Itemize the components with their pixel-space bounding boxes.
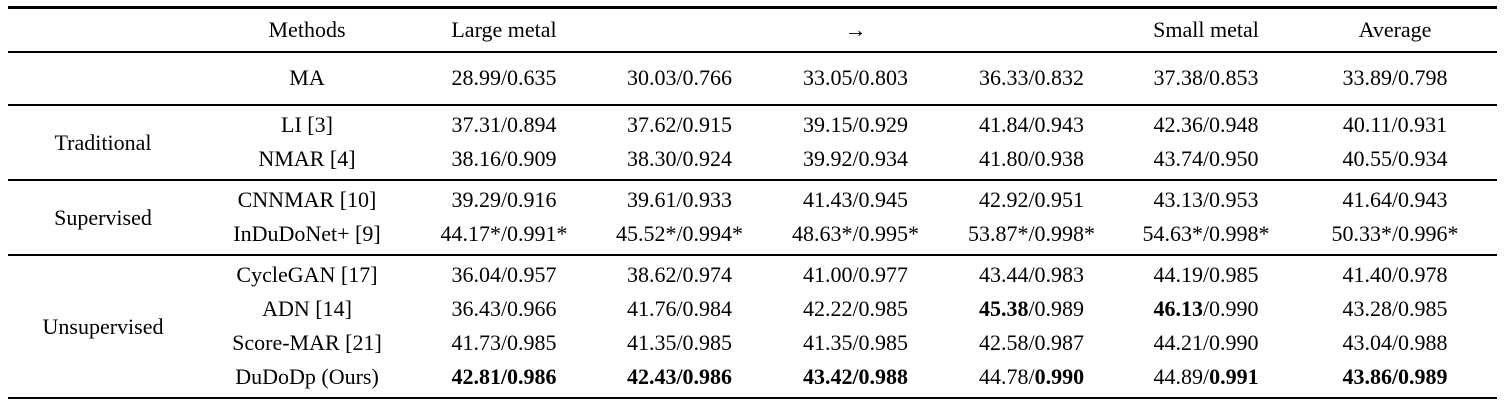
table-row: Unsupervised CycleGAN [17] 36.04/0.957 38.6… <box>8 254 1497 399</box>
metric-cell: 43.44/0.983 <box>978 261 1085 287</box>
metric-segment: /0.990 <box>1202 295 1259 321</box>
col-header-group <box>8 8 198 52</box>
metric-cell: 38.16/0.909 <box>451 145 557 171</box>
metric-cell: 41.76/0.984 <box>626 295 733 321</box>
table-row: Supervised CNNMAR [10] 39.29/0.916 39.61/0.… <box>8 179 1497 256</box>
metric-cell: 43.42/0.988 <box>767 360 944 398</box>
metric-segment: /0.989 <box>1028 295 1085 321</box>
metric-cell: 43.04/0.988 <box>1342 329 1448 355</box>
metric-cell: 41.35/0.985 <box>802 329 909 355</box>
col-header-methods: Methods <box>268 16 346 42</box>
col-header-metal-2 <box>592 8 767 52</box>
metric-cell: 37.62/0.915 <box>626 111 733 137</box>
metric-cell: 39.92/0.934 <box>802 145 909 171</box>
metric-segment-bold: 46.13 <box>1153 295 1203 321</box>
col-header-metal-4 <box>944 8 1119 52</box>
metric-cell: 41.40/0.978 <box>1342 261 1448 287</box>
table-row: Score-MAR [21] 41.73/0.985 41.35/0.985 41.3… <box>8 326 1497 360</box>
method-cell: LI [3] <box>281 111 333 137</box>
method-cell: NMAR [4] <box>258 145 356 171</box>
metric-cell: 45.38/0.989 <box>944 292 1119 326</box>
metric-cell: 50.33*/0.996* <box>1331 220 1459 246</box>
table-row: MA 28.99/0.635 30.03/0.766 33.05/0.803 36.33… <box>8 51 1497 106</box>
metric-cell: 41.35/0.985 <box>626 329 733 355</box>
table-row: Traditional LI [3] 37.31/0.894 37.62/0.915 3… <box>8 104 1497 181</box>
metric-segment-bold: 43.42/0.988 <box>802 363 909 389</box>
method-cell: DuDoDp (Ours) <box>235 363 379 389</box>
metric-cell: 41.80/0.938 <box>978 145 1085 171</box>
metric-cell: 41.43/0.945 <box>802 186 909 212</box>
col-header-small-metal: Small metal <box>1153 16 1259 42</box>
metric-cell: 41.64/0.943 <box>1342 186 1448 212</box>
results-table: Methods Large metal → Small metal Averag… <box>8 6 1497 399</box>
metric-cell: 42.58/0.987 <box>978 329 1085 355</box>
metric-cell: 48.63*/0.995* <box>791 220 920 246</box>
metric-cell: 43.74/0.950 <box>1153 145 1259 171</box>
metric-cell: 53.87*/0.998* <box>967 220 1096 246</box>
table-row: NMAR [4] 38.16/0.909 38.30/0.924 39.92/0.93… <box>8 142 1497 180</box>
metric-cell: 40.55/0.934 <box>1342 145 1448 171</box>
metric-cell: 42.81/0.986 <box>416 360 592 398</box>
metric-cell: 28.99/0.635 <box>451 64 557 90</box>
metric-cell: 44.19/0.985 <box>1153 261 1259 287</box>
metric-segment: 44.78/ <box>978 363 1035 389</box>
metric-cell: 44.21/0.990 <box>1153 329 1259 355</box>
metric-cell: 41.73/0.985 <box>451 329 557 355</box>
metric-cell: 38.30/0.924 <box>626 145 733 171</box>
method-cell: CycleGAN [17] <box>236 261 378 287</box>
table-row: InDuDoNet+ [9] 44.17*/0.991* 45.52*/0.994*… <box>8 217 1497 255</box>
metric-cell: 39.61/0.933 <box>626 186 733 212</box>
method-cell: CNNMAR [10] <box>237 186 377 212</box>
group-label: Supervised <box>8 179 198 256</box>
metric-cell: 42.36/0.948 <box>1153 111 1259 137</box>
metric-cell: 30.03/0.766 <box>626 64 733 90</box>
metric-cell: 36.33/0.832 <box>978 64 1085 90</box>
metric-cell: 54.63*/0.998* <box>1142 220 1270 246</box>
metric-cell: 41.84/0.943 <box>978 111 1085 137</box>
metric-cell: 39.15/0.929 <box>802 111 909 137</box>
metric-segment: 44.89/ <box>1153 363 1210 389</box>
metric-cell: 46.13/0.990 <box>1119 292 1293 326</box>
metric-cell: 36.04/0.957 <box>451 261 557 287</box>
metric-cell: 39.29/0.916 <box>451 186 557 212</box>
method-cell: MA <box>289 64 325 90</box>
col-header-average: Average <box>1358 16 1432 42</box>
table-row: DuDoDp (Ours) 42.81/0.986 42.43/0.986 43.42… <box>8 360 1497 398</box>
metric-cell: 40.11/0.931 <box>1342 111 1448 137</box>
metric-cell: 44.78/0.990 <box>944 360 1119 398</box>
method-cell: InDuDoNet+ [9] <box>233 220 381 246</box>
metric-cell: 41.00/0.977 <box>802 261 909 287</box>
metric-cell: 42.43/0.986 <box>592 360 767 398</box>
method-cell: Score-MAR [21] <box>232 329 382 355</box>
metric-segment-bold: 45.38 <box>978 295 1029 321</box>
metric-cell: 33.89/0.798 <box>1342 64 1448 90</box>
metric-cell: 36.43/0.966 <box>451 295 557 321</box>
metric-cell: 37.38/0.853 <box>1153 64 1259 90</box>
method-cell: ADN [14] <box>262 295 352 321</box>
metric-segment-bold: 42.81/0.986 <box>451 363 557 389</box>
metric-cell: 42.22/0.985 <box>802 295 909 321</box>
metric-cell: 43.86/0.989 <box>1293 360 1497 398</box>
metric-segment-bold: 0.990 <box>1034 363 1085 389</box>
col-header-large-metal: Large metal <box>451 16 557 42</box>
metric-segment-bold: 43.86/0.989 <box>1342 363 1448 389</box>
metric-cell: 42.92/0.951 <box>978 186 1085 212</box>
group-label: Traditional <box>8 104 198 181</box>
metric-cell: 33.05/0.803 <box>802 64 909 90</box>
metric-segment-bold: 0.991 <box>1209 363 1259 389</box>
right-arrow-icon: → <box>844 16 867 42</box>
metric-cell: 44.17*/0.991* <box>440 220 568 246</box>
metric-cell: 38.62/0.974 <box>626 261 733 287</box>
metric-segment-bold: 42.43/0.986 <box>626 363 733 389</box>
group-label-empty <box>8 51 198 106</box>
group-label: Unsupervised <box>8 254 198 399</box>
header-row: Methods Large metal → Small metal Averag… <box>8 8 1497 52</box>
metric-cell: 43.28/0.985 <box>1342 295 1448 321</box>
table-row: ADN [14] 36.43/0.966 41.76/0.984 42.22/0.98… <box>8 292 1497 326</box>
metric-cell: 45.52*/0.994* <box>615 220 744 246</box>
metric-cell: 37.31/0.894 <box>451 111 557 137</box>
metric-cell: 43.13/0.953 <box>1153 186 1259 212</box>
metric-cell: 44.89/0.991 <box>1119 360 1293 398</box>
